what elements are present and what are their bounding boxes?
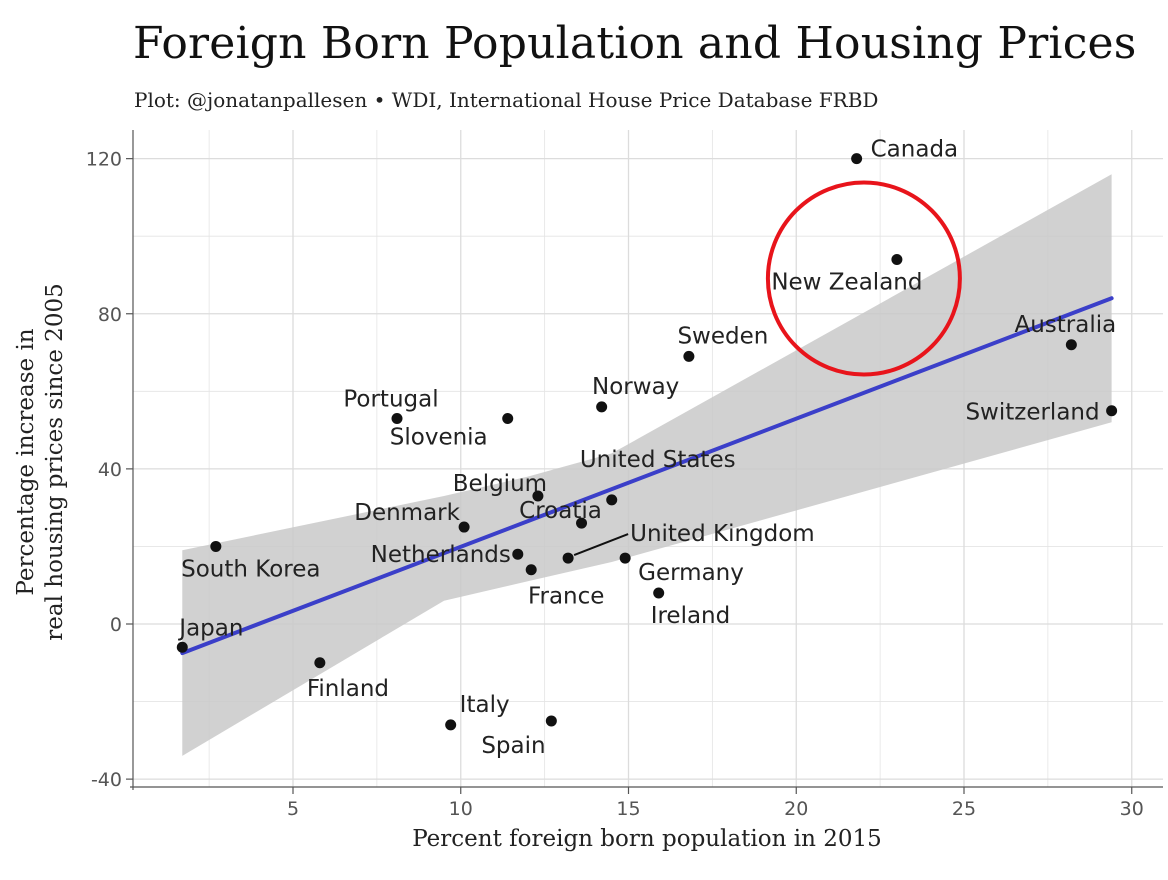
label-south-korea: South Korea: [181, 556, 320, 582]
label-croatia: Croatia: [519, 498, 602, 524]
confidence-band: [182, 174, 1112, 756]
label-portugal: Portugal: [343, 386, 438, 412]
point-finland: [314, 657, 326, 669]
point-croatia: [576, 517, 588, 529]
label-slovenia: Slovenia: [390, 424, 488, 450]
trend-line-layer: [180, 296, 1114, 656]
label-canada: Canada: [871, 137, 959, 163]
point-italy: [445, 719, 457, 731]
point-united-kingdom: [562, 552, 574, 564]
point-ireland: [653, 587, 665, 599]
y-tick-label: 80: [98, 304, 122, 326]
x-tick-label: 30: [1120, 798, 1144, 820]
point-netherlands: [512, 548, 524, 560]
point-united-states: [606, 494, 618, 506]
label-united-states: United States: [580, 447, 736, 473]
label-spain: Spain: [481, 733, 545, 759]
point-germany: [619, 552, 631, 564]
y-tick-label: 120: [86, 149, 122, 171]
x-tick-label: 15: [616, 798, 640, 820]
label-japan: Japan: [177, 615, 243, 641]
label-germany: Germany: [638, 560, 744, 586]
confidence-band-layer: [182, 174, 1112, 756]
label-belgium: Belgium: [453, 471, 547, 497]
label-finland: Finland: [307, 676, 389, 702]
point-norway: [596, 401, 608, 413]
trend-line: [180, 296, 1114, 656]
point-australia: [1065, 339, 1077, 351]
label-united-kingdom: United Kingdom: [630, 521, 815, 547]
point-switzerland: [1106, 405, 1118, 417]
point-denmark: [458, 521, 470, 533]
label-netherlands: Netherlands: [371, 542, 511, 568]
point-japan: [176, 641, 188, 653]
label-sweden: Sweden: [677, 323, 768, 349]
highlight-circle-new-zealand: [765, 180, 962, 377]
y-axis-title-line-1: Percentage increase in: [13, 328, 39, 595]
label-new-zealand: New Zealand: [771, 269, 922, 295]
point-belgium: [532, 490, 544, 502]
point-portugal: [391, 412, 403, 424]
y-axis-title-line-2: real housing prices since 2005: [42, 283, 68, 640]
x-tick-label: 25: [952, 798, 976, 820]
x-tick-label: 20: [784, 798, 808, 820]
chart-title: Foreign Born Population and Housing Pric…: [133, 18, 1137, 69]
point-sweden: [683, 350, 695, 362]
y-tick-label: 0: [110, 614, 122, 636]
point-new-zealand: [891, 253, 903, 265]
data-points: [176, 153, 1118, 731]
axes: -40 0 40 80 120 5 10 15 20 25 30: [86, 130, 1163, 820]
point-france: [525, 564, 537, 576]
annotations: [573, 180, 962, 557]
point-canada: [851, 153, 863, 165]
label-france: France: [528, 584, 604, 610]
label-denmark: Denmark: [354, 500, 460, 526]
y-tick-label: -40: [91, 769, 122, 791]
y-tick-label: 40: [98, 459, 122, 481]
point-labels: Canada New Zealand Sweden Australia Norway Sw…: [177, 137, 1116, 759]
point-spain: [545, 715, 557, 727]
label-norway: Norway: [592, 374, 679, 400]
label-switzerland: Switzerland: [965, 400, 1099, 426]
chart-subtitle: Plot: @jonatanpallesen • WDI, Internatio…: [134, 88, 879, 112]
leader-line-united-kingdom: [573, 533, 629, 557]
x-tick-label: 10: [449, 798, 473, 820]
label-australia: Australia: [1014, 312, 1116, 338]
point-south-korea: [210, 540, 222, 552]
point-slovenia: [502, 412, 514, 424]
x-tick-label: 5: [287, 798, 299, 820]
label-ireland: Ireland: [651, 603, 731, 629]
x-axis-title: Percent foreign born population in 2015: [412, 826, 882, 852]
label-italy: Italy: [460, 692, 510, 718]
